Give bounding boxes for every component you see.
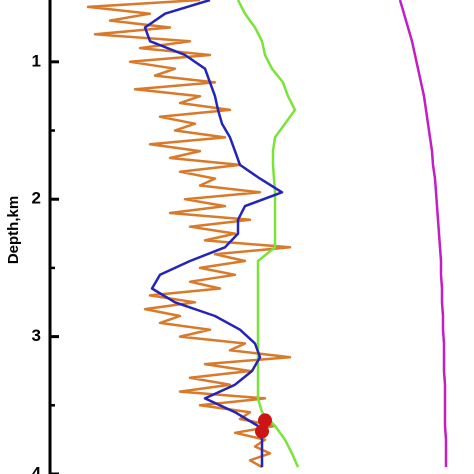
log-curve: [86, 0, 292, 469]
y-axis-label: Depth,km: [5, 196, 22, 264]
log-curve: [398, 0, 448, 468]
data-point: [255, 424, 269, 439]
y-tick-label: 2: [32, 189, 41, 208]
log-curve: [236, 0, 300, 468]
y-tick-label: 3: [32, 326, 41, 345]
y-tick-label: 1: [32, 51, 41, 70]
y-tick-label: 4: [32, 463, 42, 474]
data-point: [258, 413, 272, 428]
log-curve: [143, 0, 284, 468]
